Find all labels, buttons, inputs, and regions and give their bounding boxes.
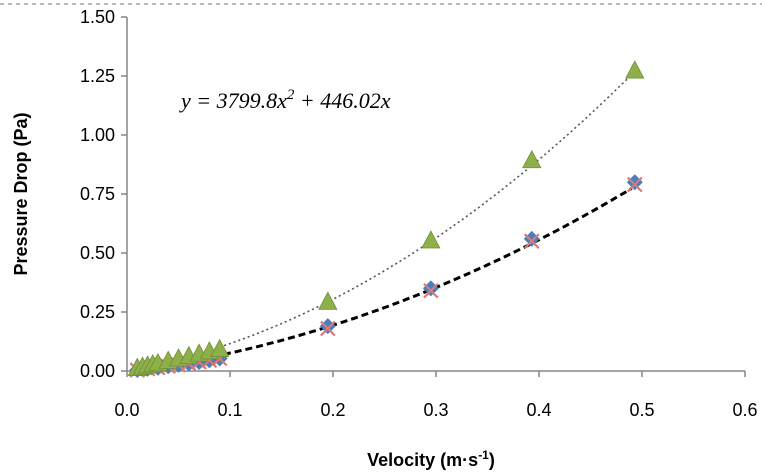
cross-point: [627, 176, 643, 193]
cross-point: [524, 233, 540, 249]
triangle-point: [210, 338, 230, 357]
plot-area: 0.000.250.500.751.001.251.50 0.0 0.1 0.2 0.…: [80, 7, 758, 420]
x-tick-label: 0.1: [217, 400, 242, 420]
y-ticks: 0.00 0.25 0.50 0.75 1.00 1.25 1.50: [80, 7, 127, 381]
diamond-point: [319, 318, 336, 335]
diamond-point: [422, 280, 439, 297]
diamond-point: [523, 230, 540, 247]
diamond-point: [626, 174, 643, 191]
triangle-point: [625, 60, 645, 79]
y-tick-label: 1.25: [80, 66, 115, 86]
trendlines: [137, 73, 633, 372]
x-ticks: 0.0 0.1 0.2 0.3 0.4 0.5 0.6: [114, 371, 758, 420]
x-tick-label: 0.4: [526, 400, 551, 420]
x-axis-title: Velocity (m·s-1): [367, 448, 495, 470]
y-tick-label: 0.00: [80, 361, 115, 381]
y-tick-label: 0.25: [80, 302, 115, 322]
x-tick-label: 0.5: [629, 400, 654, 420]
x-tick-label: 0.3: [423, 400, 448, 420]
cross-point: [423, 282, 439, 299]
x-tick-label: 0.0: [114, 400, 139, 420]
y-tick-label: 0.50: [80, 243, 115, 263]
triangle-fit-line: [137, 73, 633, 370]
data-markers: [127, 60, 645, 379]
y-tick-label: 0.75: [80, 184, 115, 204]
cross-point: [320, 320, 336, 337]
x-tick-label: 0.2: [320, 400, 345, 420]
x-tick-label: 0.6: [732, 400, 757, 420]
triangle-point: [522, 149, 542, 169]
y-tick-label: 1.50: [80, 7, 115, 27]
trendline-equation: y = 3799.8x2 + 446.02x: [179, 87, 391, 113]
y-tick-label: 1.00: [80, 125, 115, 145]
triangle-point: [318, 291, 338, 310]
triangle-point: [421, 230, 441, 249]
y-axis-title: Pressure Drop (Pa): [11, 112, 31, 275]
diamond-fit-line: [137, 187, 633, 372]
